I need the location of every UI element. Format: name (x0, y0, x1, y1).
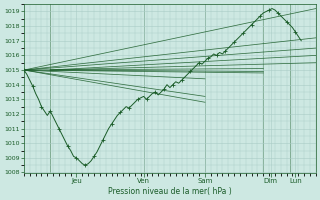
X-axis label: Pression niveau de la mer( hPa ): Pression niveau de la mer( hPa ) (108, 187, 232, 196)
